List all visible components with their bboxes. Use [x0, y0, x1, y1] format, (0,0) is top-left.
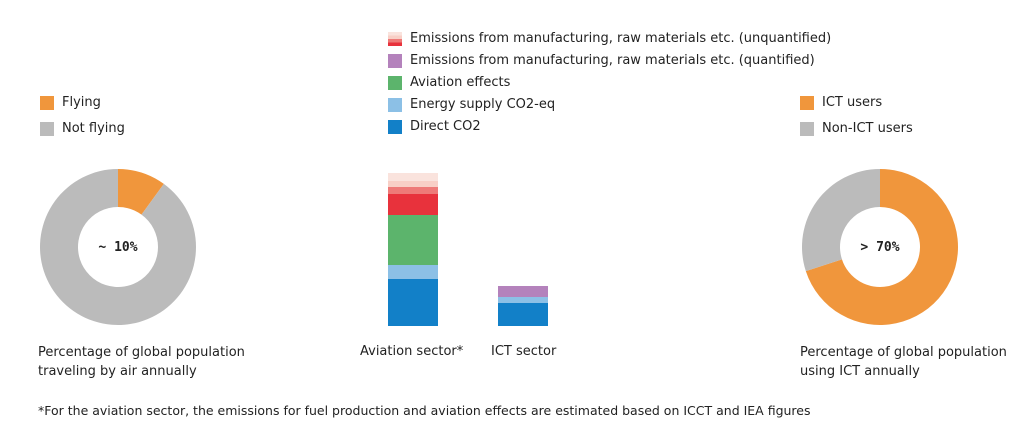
bar-segment-aviation-sector-unquantified-1: [388, 194, 438, 215]
flying-caption-line-2: traveling by air annually: [38, 364, 197, 379]
bar-segment-ict-sector-emissions-from-manufacturing-raw-materials-etc-quantified: [498, 286, 548, 297]
bar-segment-aviation-sector-energy-supply-co2-eq: [388, 265, 438, 279]
legend-swatch-unquantified: [388, 31, 402, 46]
legend-swatch-flying: [40, 95, 54, 110]
legend-swatch-quantified: [388, 53, 402, 68]
legend-label-direct-co2: Direct CO2: [410, 119, 481, 134]
legend-swatch-aviation-effects: [388, 75, 402, 90]
donut-slice-ict-users: [805, 169, 958, 325]
legend-aviation-effects: Aviation effects: [388, 75, 510, 90]
donut-slice-flying: [118, 169, 164, 215]
ict-caption-line-1: Percentage of global population: [800, 345, 1007, 360]
ict-caption-line-2: using ICT annually: [800, 364, 920, 379]
legend-label-ict-users: ICT users: [822, 95, 883, 110]
legend-swatch-energy-supply: [388, 97, 402, 112]
ict-donut-chart: [802, 169, 958, 325]
legend-quantified: Emissions from manufacturing, raw materi…: [388, 53, 815, 68]
bar-segment-aviation-sector-unquantified-4: [388, 173, 438, 181]
legend-swatch-non-ict-users: [800, 121, 814, 136]
donut-slice-not-flying: [40, 169, 196, 325]
legend-label-quantified: Emissions from manufacturing, raw materi…: [410, 53, 815, 68]
x-tick-label-aviation: Aviation sector*: [360, 344, 464, 359]
flying-caption: Percentage of global population travelin…: [38, 343, 245, 381]
flying-caption-line-1: Percentage of global population: [38, 345, 245, 360]
bar-segment-aviation-sector-unquantified-2: [388, 187, 438, 194]
legend-label-energy-supply: Energy supply CO2-eq: [410, 97, 556, 112]
legend-swatch-not-flying: [40, 121, 54, 136]
ict-caption: Percentage of global population using IC…: [800, 343, 1007, 381]
legend-label-flying: Flying: [62, 95, 101, 110]
legend-unquantified: Emissions from manufacturing, raw materi…: [388, 31, 831, 46]
bar-segment-aviation-sector-unquantified-3: [388, 181, 438, 187]
donut-slice-non-ict-users: [802, 169, 880, 272]
legend-swatch-ict-users: [800, 95, 814, 110]
emissions-stacked-bar-chart: [388, 173, 548, 326]
bar-segment-aviation-sector-aviation-effects: [388, 215, 438, 265]
legend-swatch-direct-co2: [388, 119, 402, 134]
legend-ict-users: ICT users: [800, 95, 882, 110]
flying-center-label: ~ 10%: [98, 240, 138, 255]
legend-flying: Flying: [40, 95, 101, 110]
bar-segment-ict-sector-direct-co2: [498, 303, 548, 326]
footnote: *For the aviation sector, the emissions …: [38, 403, 811, 418]
legend-label-aviation-effects: Aviation effects: [410, 75, 511, 90]
legend-direct-co2: Direct CO2: [388, 119, 481, 134]
legend-label-unquantified: Emissions from manufacturing, raw materi…: [410, 31, 832, 46]
legend-non-ict-users: Non-ICT users: [800, 121, 913, 136]
legend-label-non-ict-users: Non-ICT users: [822, 121, 913, 136]
legend-energy-supply: Energy supply CO2-eq: [388, 97, 555, 112]
legend-not-flying: Not flying: [40, 121, 125, 136]
ict-center-label: > 70%: [860, 240, 900, 255]
bar-segment-ict-sector-energy-supply-co2-eq: [498, 297, 548, 303]
x-tick-label-ict: ICT sector: [491, 344, 557, 359]
legend-label-not-flying: Not flying: [62, 121, 125, 136]
flying-donut-chart: [40, 169, 196, 325]
bar-segment-aviation-sector-direct-co2: [388, 279, 438, 326]
